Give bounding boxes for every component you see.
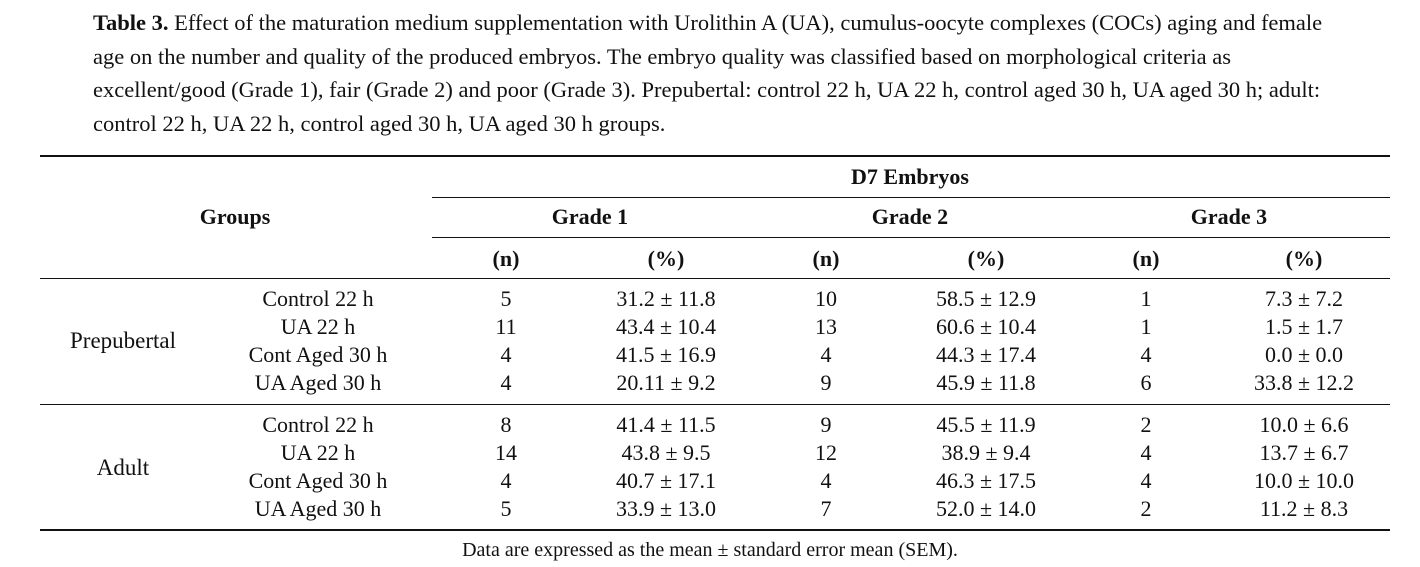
subheader-percent: (%) <box>1285 246 1323 271</box>
row-group-name: UA 22 h <box>280 440 356 465</box>
cell-grade3-n: 6 <box>1140 370 1152 395</box>
cell-grade2-n: 10 <box>815 286 837 311</box>
cell-grade3-percent: 1.5 ± 1.7 <box>1264 314 1344 339</box>
cell-grade2-percent: 44.3 ± 17.4 <box>935 342 1037 367</box>
cell-grade2-n: 4 <box>820 342 832 367</box>
cell-grade3-n: 2 <box>1140 496 1152 521</box>
cell-grade2-percent: 60.6 ± 10.4 <box>935 314 1037 339</box>
section-divider-rule <box>40 404 1390 405</box>
row-group-name: UA Aged 30 h <box>254 370 382 395</box>
cell-grade1-n: 14 <box>495 440 517 465</box>
cell-grade2-percent: 38.9 ± 9.4 <box>941 440 1031 465</box>
super-header-rule <box>432 197 1390 198</box>
cell-grade1-n: 4 <box>500 468 512 493</box>
cell-grade1-percent: 43.4 ± 10.4 <box>615 314 717 339</box>
grade-header-rule <box>432 237 1390 238</box>
cell-grade2-n: 13 <box>815 314 837 339</box>
cell-grade1-n: 4 <box>500 370 512 395</box>
cell-grade2-n: 12 <box>815 440 837 465</box>
cell-grade3-percent: 7.3 ± 7.2 <box>1264 286 1344 311</box>
cell-grade1-n: 4 <box>500 342 512 367</box>
cell-grade1-percent: 20.11 ± 9.2 <box>616 370 716 395</box>
cell-grade2-percent: 46.3 ± 17.5 <box>935 468 1037 493</box>
cell-grade3-percent: 11.2 ± 8.3 <box>1259 496 1349 521</box>
cell-grade3-percent: 10.0 ± 6.6 <box>1259 412 1349 437</box>
cell-grade3-n: 1 <box>1140 286 1152 311</box>
row-group-name: Control 22 h <box>262 286 374 311</box>
subheader-percent: (%) <box>967 246 1005 271</box>
grade-2-header: Grade 2 <box>871 204 949 229</box>
table-top-rule <box>40 155 1390 157</box>
subheader-percent: (%) <box>647 246 685 271</box>
cell-grade3-n: 4 <box>1140 342 1152 367</box>
section-label-adult: Adult <box>96 455 150 480</box>
cell-grade2-percent: 45.9 ± 11.8 <box>936 370 1036 395</box>
cell-grade2-n: 9 <box>820 370 832 395</box>
cell-grade1-percent: 40.7 ± 17.1 <box>615 468 717 493</box>
subheader-n: (n) <box>812 246 840 271</box>
cell-grade1-n: 5 <box>500 286 512 311</box>
cell-grade2-n: 9 <box>820 412 832 437</box>
cell-grade3-percent: 0.0 ± 0.0 <box>1264 342 1344 367</box>
cell-grade1-percent: 41.5 ± 16.9 <box>615 342 717 367</box>
header-bottom-rule <box>40 278 1390 279</box>
row-group-name: UA Aged 30 h <box>254 496 382 521</box>
grade-3-header: Grade 3 <box>1190 204 1268 229</box>
section-label-prepubertal: Prepubertal <box>69 328 177 353</box>
table-caption: Table 3. Effect of the maturation medium… <box>93 6 1353 140</box>
cell-grade1-percent: 43.8 ± 9.5 <box>621 440 711 465</box>
subheader-n: (n) <box>492 246 520 271</box>
cell-grade2-percent: 52.0 ± 14.0 <box>935 496 1037 521</box>
table-caption-label: Table 3. <box>93 10 169 35</box>
cell-grade2-percent: 58.5 ± 12.9 <box>935 286 1037 311</box>
cell-grade3-n: 1 <box>1140 314 1152 339</box>
cell-grade1-percent: 31.2 ± 11.8 <box>616 286 716 311</box>
cell-grade3-n: 4 <box>1140 468 1152 493</box>
cell-grade3-percent: 33.8 ± 12.2 <box>1253 370 1355 395</box>
cell-grade1-n: 5 <box>500 496 512 521</box>
cell-grade1-n: 8 <box>500 412 512 437</box>
cell-grade2-n: 4 <box>820 468 832 493</box>
row-group-name: Cont Aged 30 h <box>248 342 388 367</box>
cell-grade3-n: 2 <box>1140 412 1152 437</box>
row-group-name: UA 22 h <box>280 314 356 339</box>
cell-grade1-n: 11 <box>495 314 517 339</box>
d7-embryos-header: D7 Embryos <box>851 164 969 189</box>
subheader-n: (n) <box>1132 246 1160 271</box>
row-group-name: Cont Aged 30 h <box>248 468 388 493</box>
grade-1-header: Grade 1 <box>551 204 629 229</box>
table-bottom-rule <box>40 529 1390 531</box>
table-caption-text: Effect of the maturation medium suppleme… <box>93 10 1323 136</box>
cell-grade3-percent: 13.7 ± 6.7 <box>1259 440 1349 465</box>
row-group-name: Control 22 h <box>262 412 374 437</box>
groups-header: Groups <box>199 204 271 229</box>
cell-grade3-percent: 10.0 ± 10.0 <box>1253 468 1355 493</box>
table-footnote: Data are expressed as the mean ± standar… <box>462 539 958 561</box>
cell-grade2-n: 7 <box>820 496 832 521</box>
cell-grade2-percent: 45.5 ± 11.9 <box>936 412 1036 437</box>
cell-grade3-n: 4 <box>1140 440 1152 465</box>
cell-grade1-percent: 41.4 ± 11.5 <box>616 412 716 437</box>
cell-grade1-percent: 33.9 ± 13.0 <box>615 496 717 521</box>
